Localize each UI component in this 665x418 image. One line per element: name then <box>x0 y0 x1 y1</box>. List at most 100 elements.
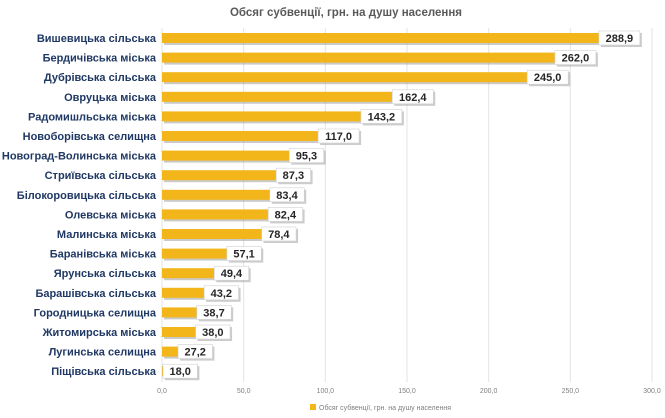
category-label: Малинська міська <box>57 229 157 241</box>
data-label-box <box>226 246 262 261</box>
category-label: Бердичівська міська <box>43 53 157 65</box>
category-label: Овруцька міська <box>64 92 157 104</box>
data-label-box <box>598 30 641 46</box>
data-label-text: 43,2 <box>211 288 232 300</box>
data-label: 288,9 <box>598 30 642 47</box>
data-label-box <box>195 324 231 340</box>
data-label-box <box>162 363 198 379</box>
data-label: 27,2 <box>177 344 215 361</box>
data-label-box <box>269 187 305 203</box>
category-label: Стриївська сільська <box>45 170 157 182</box>
x-tick-label: 150,0 <box>398 388 416 395</box>
data-label: 245,0 <box>526 69 571 87</box>
bar <box>162 111 396 122</box>
data-label-box <box>267 207 303 222</box>
data-label-text: 288,9 <box>606 33 634 45</box>
data-label: 117,0 <box>317 128 362 145</box>
legend-label: Обсяг субвенції, грн. на душу населення <box>319 404 451 412</box>
legend: Обсяг субвенції, грн. на душу населення <box>310 404 451 412</box>
x-tick-label: 250,0 <box>562 388 580 395</box>
data-label-text: 18,0 <box>169 366 190 378</box>
chart-title: Обсяг субвенції, грн. на душу населення <box>230 7 462 19</box>
data-label-text: 245,0 <box>534 72 562 84</box>
data-label-box <box>275 167 311 183</box>
data-label-box <box>317 128 360 144</box>
data-label: 38,0 <box>195 324 233 341</box>
category-label: Барашівська сільська <box>35 288 156 300</box>
category-label: Баранівська міська <box>50 249 157 261</box>
bar <box>162 248 256 259</box>
bar <box>162 268 243 279</box>
bar <box>162 150 318 161</box>
category-label: Вишевицька сільська <box>37 33 157 45</box>
x-tick-label: 300,0 <box>643 388 661 395</box>
data-label-box <box>554 50 597 65</box>
data-label-box <box>360 109 403 124</box>
data-label-box <box>203 285 239 301</box>
bar <box>162 72 563 83</box>
data-label-text: 27,2 <box>185 347 206 359</box>
bar <box>162 229 291 239</box>
category-label: Лугинська селищна <box>49 347 157 359</box>
gridlines <box>161 28 653 382</box>
bar <box>162 131 354 141</box>
x-tick-label: 200,0 <box>480 388 498 395</box>
data-label-box <box>196 305 232 320</box>
category-label: Олевська міська <box>65 209 157 221</box>
x-tick-label: 50,0 <box>237 388 251 395</box>
data-label-text: 57,1 <box>233 249 254 261</box>
data-label: 262,0 <box>554 50 598 67</box>
category-label: Дубрівська сільська <box>44 72 157 84</box>
data-label-text: 49,4 <box>221 268 243 280</box>
data-label-box <box>213 265 249 281</box>
data-label: 143,2 <box>360 109 404 126</box>
legend-swatch <box>310 404 316 410</box>
data-label: 78,4 <box>261 226 299 243</box>
data-label-box <box>391 89 434 105</box>
category-label: Новоборівська селищна <box>23 131 157 143</box>
x-tick-label: 100,0 <box>317 388 335 395</box>
x-tick-label: 0,0 <box>157 388 167 395</box>
data-label: 43,2 <box>203 285 241 302</box>
category-label: Білокоровицька сільська <box>17 190 157 202</box>
bar <box>162 33 634 43</box>
data-label: 162,4 <box>391 89 436 106</box>
data-label-box <box>526 69 569 85</box>
data-label: 38,7 <box>196 305 234 322</box>
bar <box>162 209 297 220</box>
bar <box>162 170 305 181</box>
bar <box>162 327 225 337</box>
data-label-text: 95,3 <box>296 151 317 163</box>
data-label: 83,4 <box>269 187 307 204</box>
data-label: 18,0 <box>162 363 200 381</box>
data-label-box <box>288 148 324 163</box>
x-axis-ticks: 0,0 50,0 100,0 150,0 200,0 250,0 300,0 <box>157 388 661 395</box>
category-label: Городницька селищна <box>34 307 157 319</box>
data-label: 82,4 <box>267 207 305 224</box>
data-label-text: 262,0 <box>562 53 590 65</box>
bar <box>162 189 299 200</box>
data-label: 49,4 <box>213 265 251 283</box>
data-label-text: 87,3 <box>283 170 304 182</box>
data-label-text: 78,4 <box>268 229 290 241</box>
category-label: Новоград-Волинська міська <box>2 151 157 163</box>
data-label-text: 117,0 <box>325 131 352 143</box>
data-label-text: 38,7 <box>203 307 224 319</box>
bar <box>162 91 428 102</box>
category-label: Радомишльська міська <box>28 111 157 123</box>
bar <box>162 52 590 63</box>
data-label-text: 162,4 <box>399 92 427 104</box>
category-label: Житомирська міська <box>42 327 157 339</box>
data-label-text: 82,4 <box>275 209 297 221</box>
data-label-text: 83,4 <box>276 190 298 202</box>
data-label-box <box>261 226 297 242</box>
data-label-text: 143,2 <box>368 111 396 123</box>
data-label: 57,1 <box>226 246 264 263</box>
data-label-box <box>177 344 213 359</box>
category-label: Ярунська сільська <box>54 268 157 280</box>
category-label: Піщівська сільська <box>51 366 157 378</box>
data-label: 87,3 <box>275 167 313 185</box>
data-label-text: 38,0 <box>202 327 223 339</box>
